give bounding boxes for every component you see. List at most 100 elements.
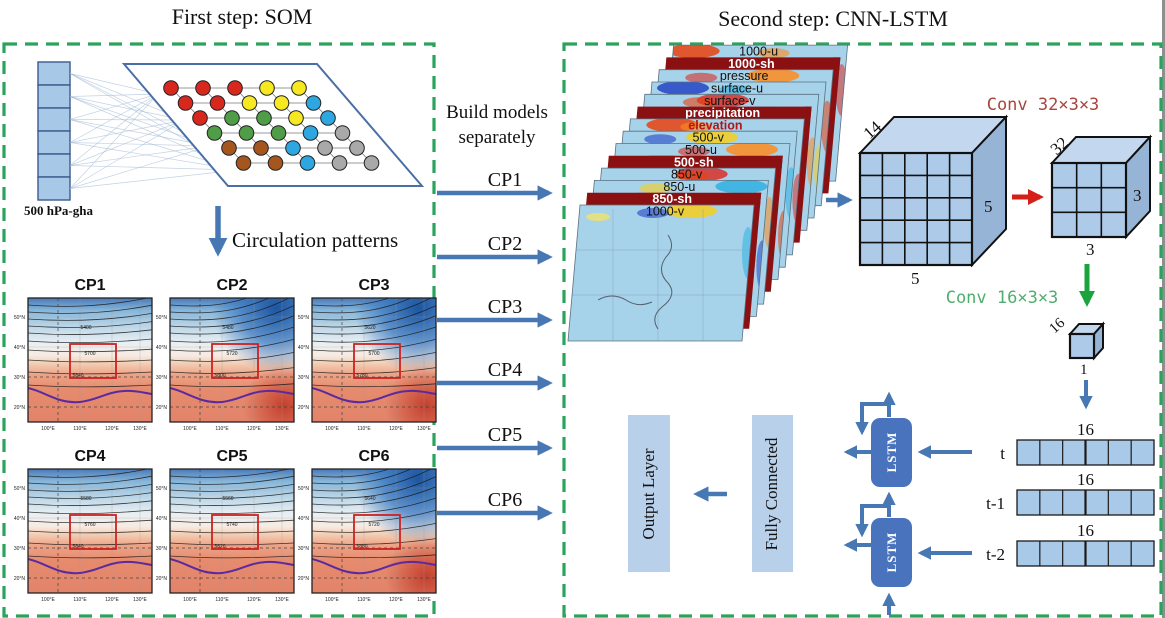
- map-contour-label: 5700: [84, 351, 95, 357]
- layer-label-500-v: 500-v: [693, 131, 725, 145]
- som-connection-line: [69, 145, 211, 166]
- cp-arrows: CP1 CP2 CP3 CP4 CP5 CP6: [437, 169, 553, 521]
- som-node: [320, 110, 336, 126]
- map-purple-contour: [28, 387, 152, 404]
- conv2-label: Conv 16×3×3: [946, 288, 1059, 308]
- map-contour: [28, 384, 152, 388]
- map-xtick: 110°E: [215, 597, 229, 603]
- map-contour-label: 5780: [356, 373, 367, 379]
- map-contour: [312, 554, 436, 559]
- map-border: [311, 297, 437, 423]
- cube2-height-label: 3: [1133, 186, 1142, 205]
- map-ytick: 20°N: [14, 405, 26, 411]
- som-node: [238, 125, 255, 141]
- map-xtick: 100°E: [41, 426, 55, 432]
- map-contour: [28, 469, 150, 478]
- map-contour-label: 5760: [84, 522, 95, 528]
- som-node: [291, 80, 307, 96]
- map-contour: [28, 475, 152, 485]
- map-contour: [312, 523, 436, 533]
- map-contour: [170, 509, 294, 515]
- maroon-band: [586, 192, 762, 206]
- map-contour: [28, 555, 152, 559]
- map-contour: [28, 298, 150, 307]
- som-node: [206, 125, 223, 141]
- map-ytick: 20°N: [156, 405, 168, 411]
- map-contour: [312, 367, 436, 374]
- map-border: [311, 468, 437, 594]
- map-contour: [28, 530, 152, 534]
- map-contour: [170, 383, 294, 388]
- map-contour: [28, 484, 152, 492]
- feature-cube-16x1x1: [1067, 321, 1106, 361]
- map-ytick: 50°N: [298, 486, 310, 492]
- som-node: [285, 140, 301, 156]
- map-contour: [312, 538, 436, 545]
- cp-map-cp1: CP1 5400 5700 5840 50°N 40°N 30°N 20°N 100°E 110°…: [14, 277, 153, 432]
- som-connection-line: [69, 93, 159, 120]
- som-node: [192, 110, 208, 126]
- cp-map-body: 5400 5700 5840: [28, 298, 152, 422]
- lstm-arrows: [843, 391, 972, 615]
- map-ytick: 30°N: [298, 546, 310, 552]
- map-xtick: 110°E: [215, 426, 229, 432]
- map-contour-label: 5800: [214, 373, 225, 379]
- vector-size-label: 16: [1077, 470, 1094, 489]
- map-xtick: 120°E: [105, 597, 119, 603]
- map-contour: [312, 352, 436, 362]
- som-node: [302, 125, 319, 141]
- map-contour: [170, 352, 294, 362]
- map-contour-label: 5720: [368, 522, 379, 528]
- map-study-region-box: [353, 514, 401, 550]
- map-ytick: 50°N: [156, 315, 168, 321]
- map-warm-blob: [170, 298, 294, 422]
- map-purple-contour: [170, 387, 294, 404]
- som-node: [259, 80, 275, 96]
- layer-label-precipitation: precipitation: [685, 106, 760, 120]
- cp-arrow-label: CP4: [488, 359, 522, 381]
- som-connection-line: [69, 119, 211, 147]
- som-input-cell: [37, 107, 71, 132]
- step2-title: Second step: CNN-LSTM: [718, 6, 948, 31]
- layer-label-surface-u: surface-u: [711, 82, 763, 96]
- cp-arrow-label: CP2: [488, 233, 522, 255]
- cube1-width-label: 5: [911, 269, 920, 288]
- map-xtick: 110°E: [357, 426, 371, 432]
- cp-arrow-label: CP1: [488, 169, 522, 191]
- fully-connected-box: [752, 415, 793, 572]
- map-xtick: 120°E: [247, 597, 261, 603]
- map-contour: [28, 321, 152, 328]
- fully-connected-label: Fully Connected: [762, 437, 781, 550]
- map-contour-label: 5480: [222, 325, 233, 331]
- layer-label-pressure: pressure: [720, 69, 769, 83]
- cp-map-cp3: CP3 5620 5700 5780 50°N 40°N 30°N 20°N 100°E 110°…: [298, 277, 437, 432]
- map-xtick: 120°E: [105, 426, 119, 432]
- map-contour-label: 5820: [214, 544, 225, 550]
- layer-texture: [568, 205, 754, 341]
- maroon-right-edge: [763, 155, 783, 292]
- map-contour: [170, 475, 294, 485]
- som-node: [363, 155, 380, 171]
- map-purple-contour: [312, 387, 436, 404]
- map-contour: [170, 338, 294, 352]
- map-xtick: 130°E: [133, 426, 147, 432]
- map-purple-contour: [312, 558, 436, 575]
- map-contour: [170, 367, 294, 374]
- map-study-region-box: [69, 514, 117, 550]
- som-node: [235, 155, 252, 171]
- lstm-bottom-recurrent-arrow: [855, 504, 889, 538]
- map-contour: [28, 519, 152, 524]
- som-connection-line: [69, 119, 185, 189]
- map-ytick: 20°N: [298, 405, 310, 411]
- som-node: [334, 125, 351, 141]
- map-contour-label: 5700: [368, 351, 379, 357]
- map-xtick: 120°E: [247, 426, 261, 432]
- layer-label-1000-v: 1000-v: [646, 205, 685, 219]
- cube2-width-label: 3: [1086, 240, 1095, 259]
- layer-label-850-u: 850-u: [663, 180, 695, 194]
- feature-vectors: 16 16 16: [1016, 420, 1155, 567]
- cp-map-body: 5580 5760 5840: [28, 469, 152, 593]
- map-ytick: 30°N: [14, 375, 26, 381]
- map-xtick: 100°E: [183, 426, 197, 432]
- layer-label-elevation: elevation: [688, 118, 742, 132]
